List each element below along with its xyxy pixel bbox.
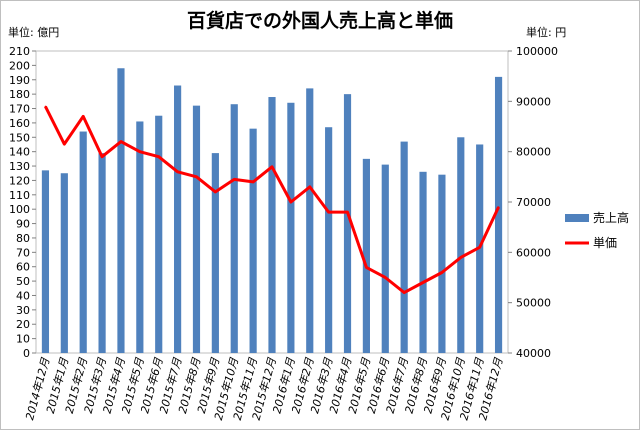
price-point-14 [290,201,292,203]
right-axis-tick-label: 80000 [516,146,551,159]
price-point-20 [403,291,405,294]
left-axis-tick-label: 70 [16,246,30,259]
price-point-19 [384,276,387,279]
bar-5 [117,68,125,353]
price-point-10 [214,191,217,193]
bar-9 [192,105,201,354]
price-point-2 [63,143,66,145]
left-axis-tick-label: 180 [9,88,30,101]
right-axis-tick-label: 50000 [516,297,551,310]
left-axis-tick-label: 50 [16,275,30,288]
price-point-6 [139,150,141,153]
left-axis-unit: 単位: 億円 [8,26,60,39]
left-axis-tick-label: 90 [16,218,30,231]
right-axis-tick-label: 90000 [516,95,551,108]
left-axis-tick-label: 140 [9,146,30,159]
bar-23 [457,137,465,353]
bar-13 [268,97,276,354]
bar-17 [343,94,352,354]
right-axis-tick-label: 100000 [516,45,558,58]
bar-8 [174,85,182,353]
price-point-9 [195,176,198,178]
left-axis-tick-label: 210 [9,45,30,58]
price-point-7 [157,155,160,158]
right-axis-tick-label: 60000 [516,246,551,259]
price-point-24 [478,246,481,249]
price-point-23 [460,256,462,259]
left-axis-tick-label: 190 [9,74,30,87]
price-point-15 [308,186,311,188]
bar-3 [79,131,87,353]
price-point-17 [346,211,349,213]
price-point-13 [271,165,273,168]
left-axis-tick-label: 200 [9,59,30,72]
bar-1 [41,170,50,353]
bar-10 [211,153,219,353]
right-axis-tick-label: 40000 [516,347,551,360]
bar-18 [362,158,370,353]
price-point-1 [44,105,47,108]
left-axis-tick-label: 130 [9,160,30,173]
bar-11 [230,104,238,353]
right-axis-unit: 単位: 円 [526,26,567,39]
bar-19 [381,164,389,353]
price-point-11 [233,178,236,181]
bar-4 [98,153,106,353]
left-axis-tick-label: 80 [16,232,30,245]
left-axis-tick-label: 170 [9,103,30,116]
price-point-5 [120,140,122,143]
price-point-12 [252,181,254,183]
left-axis-tick-label: 160 [9,117,30,130]
bar-12 [249,128,257,353]
legend-swatch-sales [565,214,589,222]
bar-6 [136,121,144,353]
left-axis-tick-label: 100 [9,203,30,216]
legend-label-price: 単価 [593,236,617,250]
bar-16 [325,127,333,353]
left-axis-tick-label: 0 [23,347,30,360]
left-axis-tick-label: 10 [16,333,30,346]
bar-22 [438,174,446,353]
left-axis-tick-label: 20 [16,318,30,331]
price-point-25 [497,206,500,208]
bar-21 [419,171,427,353]
price-point-18 [365,266,368,269]
bar-25 [494,76,503,353]
price-point-3 [82,115,84,118]
bar-20 [400,141,408,353]
left-axis-tick-label: 30 [16,304,30,317]
legend-label-sales: 売上高 [593,210,629,225]
bar-2 [60,173,68,353]
price-point-16 [327,211,330,213]
price-point-8 [176,171,179,173]
left-axis-tick-label: 150 [9,131,30,144]
left-axis-tick-label: 110 [9,189,30,202]
left-axis-tick-label: 120 [9,174,30,187]
bar-14 [287,102,295,354]
left-axis-tick-label: 60 [16,261,30,274]
price-point-4 [101,155,103,158]
price-point-22 [441,271,443,274]
right-axis-tick-label: 70000 [516,196,551,209]
chart-title: 百貨店での外国人売上高と単価 [186,10,453,32]
left-axis-tick-label: 40 [16,289,30,302]
price-point-21 [422,281,424,284]
bar-7 [155,115,163,353]
bar-15 [306,88,314,353]
